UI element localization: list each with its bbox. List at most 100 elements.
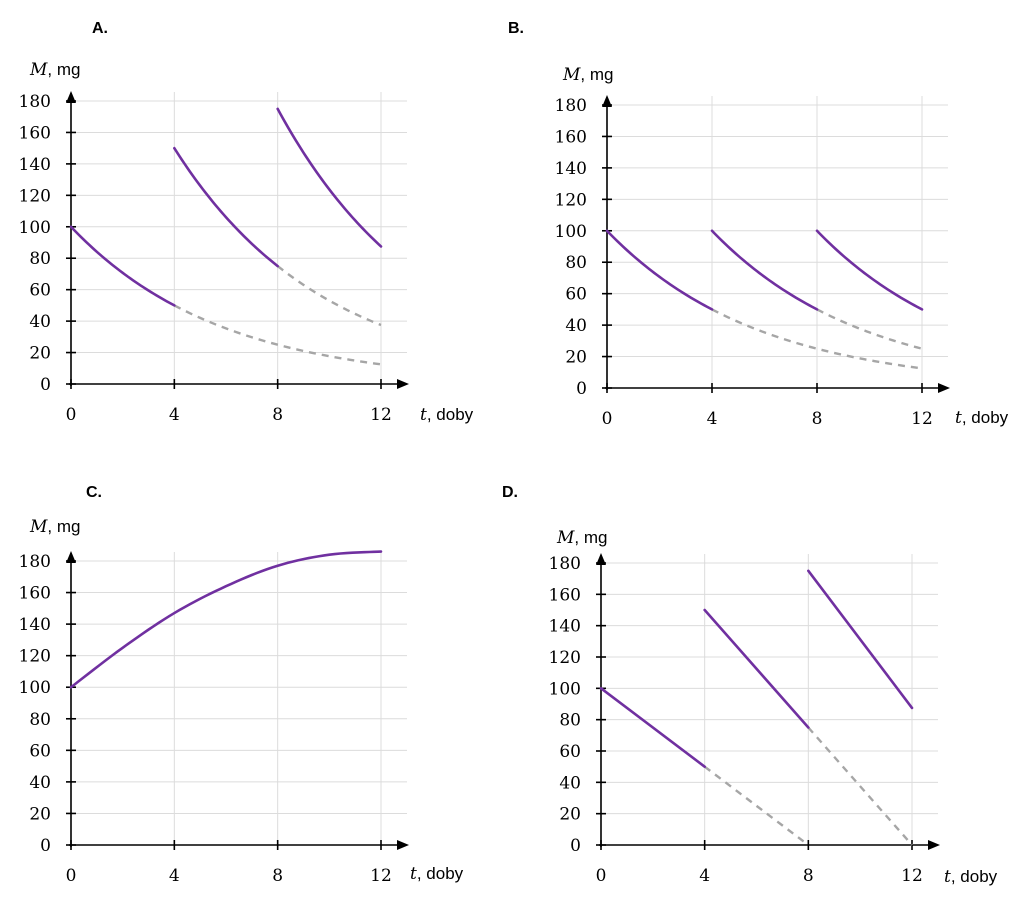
panel-label: B. [508, 20, 524, 37]
solid-curve-2 [703, 608, 810, 729]
y-tick-label: 20 [29, 804, 51, 824]
x-tick-label: 8 [812, 409, 823, 429]
x-axis-unit: , doby [417, 864, 464, 883]
y-tick-label: 40 [29, 312, 51, 332]
dashed-curve-5 [276, 265, 382, 327]
chart-panel-3: 0 20 40 60 80 100 120 140 160 180 0 4 8 12 C. M, mg t, d… [19, 484, 464, 886]
x-axis-unit: , doby [951, 867, 998, 886]
solid-curve-1 [69, 225, 176, 307]
panel-label: C. [86, 484, 102, 501]
x-tick-label: 12 [911, 409, 933, 429]
x-tick-label: 12 [370, 866, 392, 886]
x-tick-label: 0 [66, 866, 77, 886]
x-axis-label: t, doby [955, 408, 1009, 428]
dashed-curve-4 [711, 308, 923, 370]
y-axis-var: M [556, 528, 575, 548]
y-axis-var: M [562, 65, 581, 85]
x-axis-arrow [397, 840, 409, 850]
y-tick-label: 80 [29, 710, 51, 730]
y-axis-label: M, mg [562, 65, 613, 85]
solid-curve-1 [69, 550, 383, 689]
solid-curve-3 [276, 107, 383, 248]
y-tick-label: 100 [19, 678, 51, 698]
solid-curve-1 [599, 687, 706, 768]
x-tick-label: 12 [370, 405, 392, 425]
x-axis-var: t [955, 408, 962, 428]
y-tick-label: 120 [549, 648, 581, 668]
x-tick-label: 4 [169, 866, 180, 886]
y-tick-label: 140 [555, 159, 587, 179]
y-tick-label: 60 [29, 281, 51, 301]
y-axis-label: M, mg [29, 60, 80, 80]
y-tick-label: 160 [19, 584, 51, 604]
y-tick-label: 100 [555, 222, 587, 242]
dashed-curve-5 [816, 308, 923, 350]
y-tick-label: 140 [549, 617, 581, 637]
y-tick-label: 60 [565, 285, 587, 305]
y-tick-label: 0 [40, 836, 51, 856]
x-tick-label: 0 [596, 866, 607, 886]
y-tick-label: 40 [29, 773, 51, 793]
y-tick-label: 80 [565, 253, 587, 273]
y-tick-label: 80 [559, 711, 581, 731]
y-tick-label: 0 [576, 379, 587, 399]
y-tick-label: 140 [19, 155, 51, 175]
solid-curve-3 [815, 229, 924, 311]
y-tick-label: 0 [40, 375, 51, 395]
y-tick-label: 180 [19, 552, 51, 572]
y-tick-label: 160 [549, 585, 581, 605]
chart-panel-4: 0 20 40 60 80 100 120 140 160 180 0 4 8 12 D. M, mg t, d… [502, 484, 998, 887]
y-tick-label: 160 [555, 127, 587, 147]
x-tick-label: 8 [803, 866, 814, 886]
y-axis-arrow [596, 553, 606, 565]
x-tick-label: 0 [602, 409, 613, 429]
y-tick-label: 60 [559, 742, 581, 762]
y-axis-var: M [29, 60, 48, 80]
x-axis-unit: , doby [962, 408, 1009, 427]
x-axis-unit: , doby [427, 405, 474, 424]
x-axis-label: t, doby [410, 864, 464, 884]
y-tick-label: 100 [19, 218, 51, 238]
solid-curve-3 [807, 569, 914, 710]
y-tick-label: 40 [559, 773, 581, 793]
dashed-curve-4 [703, 765, 810, 846]
y-tick-label: 120 [19, 186, 51, 206]
x-tick-label: 8 [272, 866, 283, 886]
x-axis-label: t, doby [420, 405, 474, 425]
panel-label: D. [502, 484, 518, 501]
solid-curve-2 [173, 146, 279, 268]
x-tick-label: 12 [901, 866, 923, 886]
y-tick-label: 180 [549, 554, 581, 574]
y-tick-label: 20 [29, 344, 51, 364]
y-tick-label: 60 [29, 741, 51, 761]
x-axis-label: t, doby [944, 867, 998, 887]
y-tick-label: 40 [565, 316, 587, 336]
dashed-curve-4 [173, 304, 382, 366]
y-axis-unit: , mg [574, 528, 607, 547]
y-tick-label: 140 [19, 615, 51, 635]
x-axis-arrow [397, 379, 409, 389]
x-tick-label: 4 [699, 866, 710, 886]
solid-curve-1 [605, 229, 714, 311]
x-axis-var: t [944, 867, 951, 887]
y-tick-label: 180 [555, 96, 587, 116]
chart-panel-1: 0 20 40 60 80 100 120 140 160 180 0 4 8 12 A. M, mg t, d… [19, 20, 474, 425]
y-axis-var: M [29, 517, 48, 537]
y-tick-label: 100 [549, 679, 581, 699]
y-axis-arrow [66, 91, 76, 103]
y-axis-unit: , mg [47, 517, 80, 536]
y-axis-label: M, mg [29, 517, 80, 537]
x-axis-var: t [420, 405, 427, 425]
x-tick-label: 0 [66, 405, 77, 425]
y-tick-label: 120 [19, 647, 51, 667]
x-axis-arrow [938, 383, 950, 393]
y-tick-label: 180 [19, 92, 51, 112]
y-tick-label: 80 [29, 249, 51, 269]
y-tick-label: 20 [565, 348, 587, 368]
solid-curve-2 [710, 229, 819, 311]
y-axis-label: M, mg [556, 528, 607, 548]
x-tick-label: 4 [707, 409, 718, 429]
panel-label: A. [92, 20, 108, 37]
y-axis-arrow [602, 95, 612, 107]
